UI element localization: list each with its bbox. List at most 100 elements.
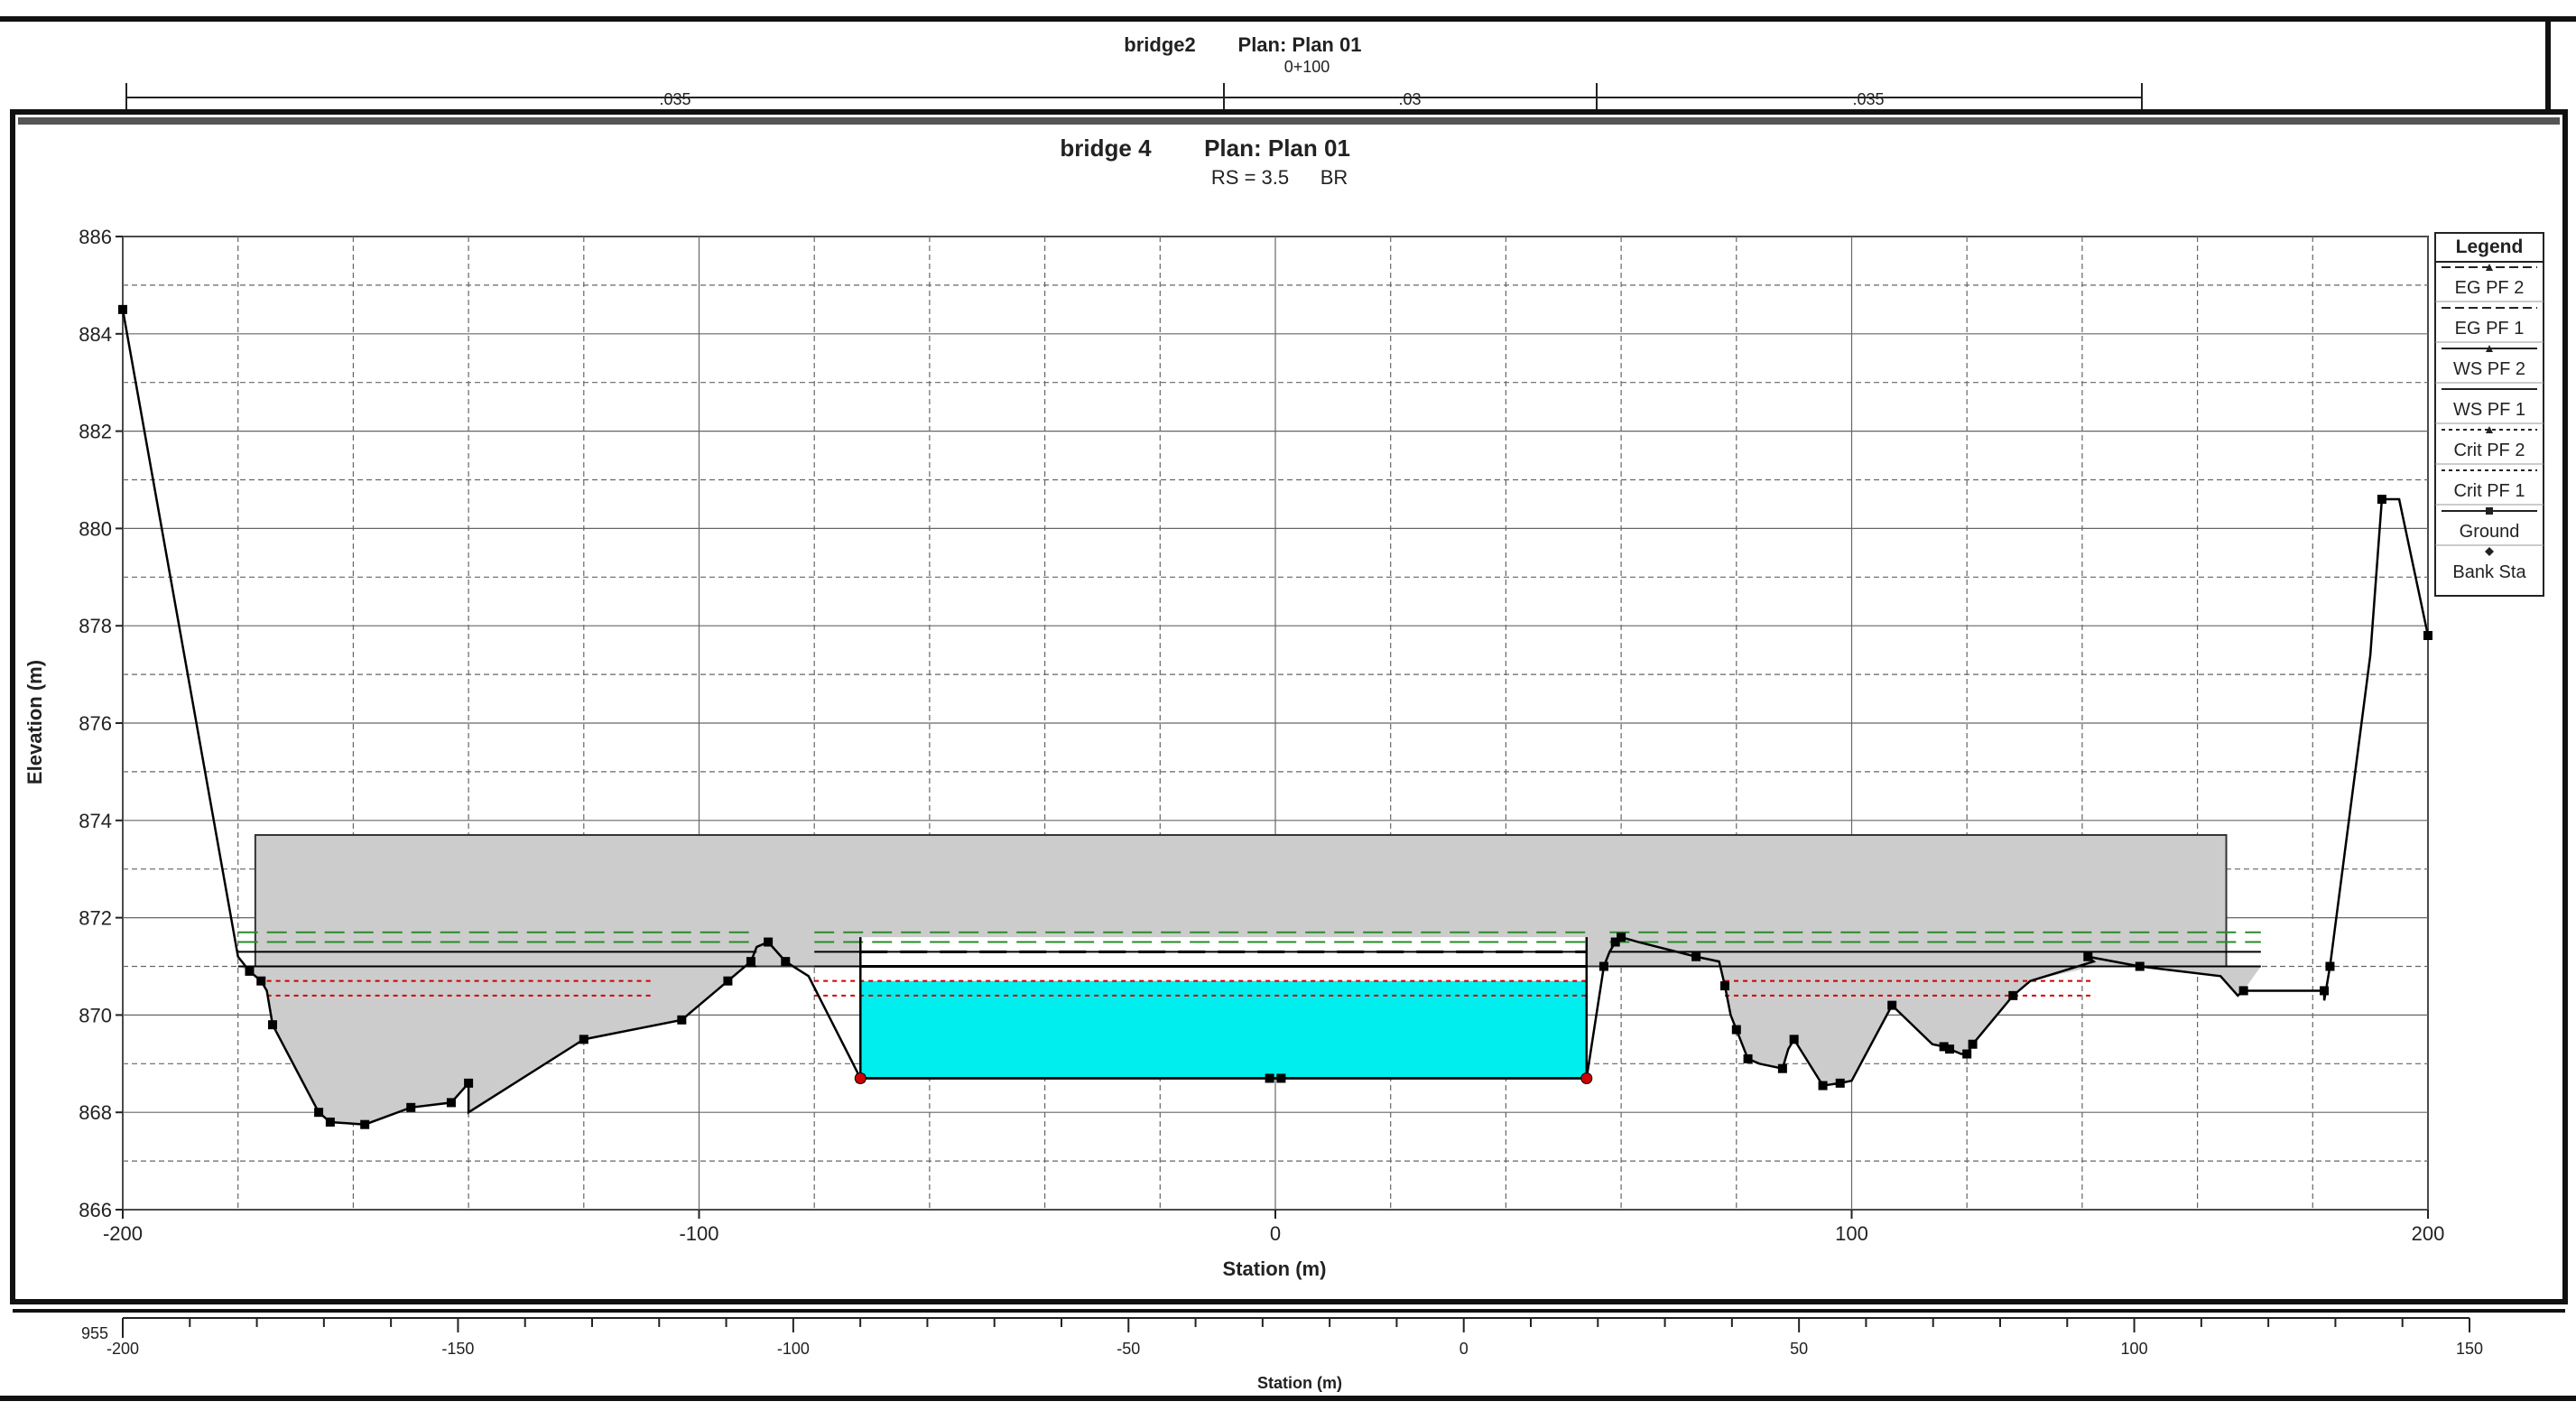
legend-marker-triangle [2486,345,2493,352]
axes: 866 868 870 872 874 876 878 880 882 884 886 -200 -10… [79,226,2444,1245]
ground-point [1835,1078,1845,1088]
y-tick-label: 874 [79,810,112,832]
ground-point [464,1078,474,1088]
ground-point [1939,1042,1949,1052]
mannings-value-right: .035 [1852,90,1884,108]
legend-label: WS PF 1 [2453,400,2525,420]
bg-x-tick-label: -50 [1117,1340,1140,1358]
top-border [0,16,2576,22]
ground-point [2377,495,2386,505]
bg-x-tick-label: 150 [2456,1340,2483,1358]
y-tick-label: 872 [79,907,112,930]
legend-label: Crit PF 2 [2454,441,2525,460]
legend-item: EG PF 2 [2435,264,2544,302]
ground-point [1789,1035,1799,1044]
opening-air [860,937,1587,981]
bg-x-tick-label: 0 [1459,1340,1469,1358]
x-axis-title: Station (m) [1223,1258,1327,1280]
ground-point [1887,1000,1897,1010]
mannings-value-channel: .03 [1398,90,1421,108]
ground-point [764,937,774,947]
legend-item: WS PF 2 [2435,345,2544,384]
main-window-titlebar [18,117,2560,125]
ground-point [314,1108,324,1118]
bg-x-tick-label: -100 [777,1340,810,1358]
y-tick-label: 876 [79,712,112,735]
x-tick-label: 100 [1835,1222,1868,1245]
y-axis-title: Elevation (m) [23,660,46,784]
legend-item: Bank Sta [2452,547,2526,582]
bg-x-tick-label: -200 [107,1340,139,1358]
y-tick-label: 866 [79,1199,112,1221]
legend-marker-triangle [2486,426,2493,433]
bg-x-tick-label: 50 [1790,1340,1808,1358]
y-tick-label: 880 [79,517,112,540]
bg-y-tick-label: 955 [81,1324,108,1342]
ground-point [1945,1044,1955,1054]
legend-item: WS PF 1 [2435,388,2544,424]
y-tick-label: 886 [79,226,112,248]
ground-point [1610,937,1620,947]
left-overbank-area [237,966,746,1125]
bg-x-tick-label: -150 [441,1340,474,1358]
ground-point [1743,1053,1753,1063]
ground-point [1691,951,1701,961]
ground-point [2008,990,2018,1000]
legend-item: Ground [2435,507,2544,546]
legend-label: Bank Sta [2452,562,2526,582]
y-tick-label: 870 [79,1004,112,1026]
ground-point [1777,1063,1787,1073]
ground-point [781,957,791,967]
bank-station-marker [1580,1072,1593,1084]
ground-point [1598,961,1608,971]
ground-point [268,1020,278,1030]
ground-point [1962,1049,1972,1059]
ground-point [2238,986,2248,996]
legend-label: EG PF 1 [2455,319,2525,339]
legend-item: Crit PF 1 [2435,469,2544,506]
legend-item: Crit PF 2 [2435,426,2544,465]
ground-point [723,976,733,986]
bg-title-left: bridge2 [1124,33,1195,56]
legend-label: Ground [2460,522,2520,542]
ground-point [1617,933,1626,942]
x-tick-label: 200 [2412,1222,2445,1245]
chart-subtitle-rs: RS = 3.5 [1211,166,1289,189]
legend-box [2434,232,2544,597]
y-tick-label: 882 [79,421,112,443]
legend-item: EG PF 1 [2435,307,2544,343]
bank-station-marker [854,1072,866,1084]
chart-title: bridge 4 [1060,135,1152,162]
ground-point [2423,630,2432,640]
bg-axis: 955 Station (m) -200 -150 -100 -50 0 50 100 150 [0,1309,2576,1401]
background-window: bridge2 Plan: Plan 01 0+100 .035 .03 .03… [0,16,2576,112]
ground-point [406,1102,416,1112]
legend-marker-diamond [2485,547,2494,556]
legend: Legend EG PF 2 EG PF 1 WS PF 2 WS PF 1 Crit … [2434,232,2544,597]
ground-point [2135,961,2145,971]
ground-point [446,1098,456,1108]
legend-marker-triangle [2486,264,2493,271]
ground-point [579,1035,588,1044]
ground-point [256,976,266,986]
x-tick-label: -200 [103,1222,143,1245]
bg-title-right: Plan: Plan 01 [1238,33,1362,56]
legend-title: Legend [2456,237,2524,257]
y-tick-label: 884 [79,323,112,346]
chart-title-plan: Plan: Plan 01 [1204,135,1350,162]
y-tick-label: 878 [79,615,112,637]
bg-x-axis-title: Station (m) [1257,1374,1342,1392]
right-border [2545,22,2551,112]
chart-subtitle-br: BR [1320,166,1348,189]
ground-point [2083,951,2093,961]
ground-point [2325,961,2335,971]
x-tick-label: 0 [1270,1222,1281,1245]
ground-point [325,1117,335,1127]
ground-point [1720,981,1730,991]
ground-point [2320,986,2330,996]
ground-point [1818,1081,1828,1091]
bg-x-tick-label: 100 [2121,1340,2148,1358]
plot-area: 866 868 870 872 874 876 878 880 882 884 886 -200 -10… [79,226,2444,1245]
mannings-value-left: .035 [659,90,690,108]
ground-point [118,304,127,314]
